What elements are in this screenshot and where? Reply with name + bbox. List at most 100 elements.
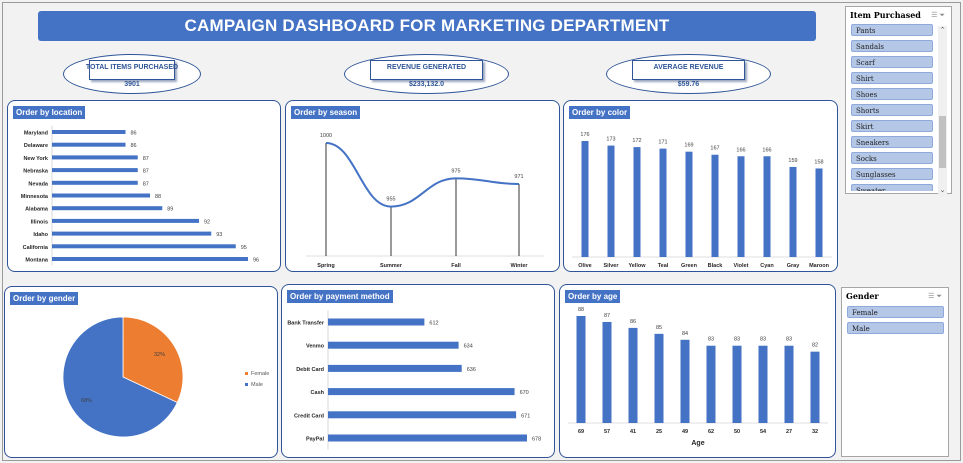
scroll-down-icon[interactable]: ⌄: [939, 187, 946, 194]
category-label: Nevada: [28, 181, 49, 187]
bar: [602, 321, 612, 423]
data-label: 634: [464, 344, 473, 350]
slicer-option[interactable]: Pants: [851, 24, 933, 36]
category-label: Violet: [734, 263, 749, 269]
category-label: Venmo: [306, 344, 325, 350]
slicer-filter-icons[interactable]: ☰ ⏷: [928, 293, 942, 300]
kpi-value: 3901: [124, 81, 140, 88]
slicer-option[interactable]: Female: [847, 306, 944, 318]
data-label: 167: [710, 146, 719, 152]
slicer-option[interactable]: Male: [847, 322, 944, 334]
kpi-label-box: [632, 60, 745, 80]
data-label: 612: [429, 321, 438, 327]
kpi-label-box: [89, 60, 175, 80]
slice-label: 68%: [81, 398, 92, 404]
bar: [328, 411, 517, 419]
panel-title: Order by gender: [10, 292, 79, 305]
bar: [685, 151, 693, 257]
data-label: 172: [632, 138, 641, 144]
data-label: 82: [812, 343, 818, 349]
kpi-label-box: [370, 60, 483, 80]
category-label: 41: [630, 429, 636, 435]
payment-bar-chart: Bank Transfer 612 Venmo 634 Debit Card 636 Cas…: [287, 310, 541, 450]
location-bar-chart: Maryland 86 Delaware 86 New York 87 Nebraska 87…: [21, 125, 259, 266]
slicer-option[interactable]: Socks: [851, 152, 933, 164]
category-label: 62: [708, 429, 714, 435]
panel-order-by-age: Order by age 88 69 87 57 86 41 85 25 84 49 83 62 83 5…: [559, 284, 836, 458]
slicer-option[interactable]: Shorts: [851, 104, 933, 116]
category-label: 27: [786, 429, 792, 435]
kpi-value: $233,132.0: [408, 81, 445, 88]
panel-order-by-location: Order by location Maryland 86 Delaware 86 Ne…: [7, 100, 281, 272]
category-label: Silver: [604, 263, 620, 269]
category-label: Green: [681, 263, 698, 269]
category-label: Minnesota: [21, 194, 49, 200]
data-label: 84: [682, 331, 688, 337]
bar: [659, 148, 667, 257]
data-label: 158: [814, 159, 823, 165]
slicer-option[interactable]: Shirt: [851, 72, 933, 84]
kpi-label: TOTAL ITEMS PURCHASED: [85, 64, 179, 71]
category-label: 49: [682, 429, 688, 435]
slicer-option[interactable]: Skirt: [851, 120, 933, 132]
data-label: 87: [604, 313, 610, 319]
data-label: 83: [734, 337, 740, 343]
data-label: 86: [131, 131, 137, 137]
bar: [711, 154, 719, 257]
category-label: Montana: [25, 258, 49, 264]
category-label: New York: [23, 156, 48, 162]
category-label: 32: [812, 429, 818, 435]
slicer-filter-icons[interactable]: ☰ ⏷: [931, 12, 945, 19]
data-label: 971: [514, 174, 523, 180]
bar: [52, 193, 150, 198]
data-label: 159: [788, 158, 797, 164]
legend-swatch: [245, 383, 248, 386]
category-label: Fall: [451, 263, 461, 269]
slicer-item-purchased[interactable]: Item Purchased ☰ ⏷ Pants Sandals Scarf Shir…: [845, 6, 952, 196]
scroll-up-icon[interactable]: ⌃: [939, 27, 946, 34]
scroll-thumb[interactable]: [939, 116, 946, 168]
slicer-option[interactable]: Sandals: [851, 40, 933, 52]
kpi-average-revenue: AVERAGE REVENUE $59.76: [606, 54, 771, 94]
category-label: Nebraska: [23, 169, 49, 175]
category-label: Alabama: [25, 207, 49, 213]
legend-swatch: [245, 372, 248, 375]
category-label: 54: [760, 429, 767, 435]
data-label: 176: [580, 132, 589, 138]
kpi-total-items: TOTAL ITEMS PURCHASED 3901: [63, 54, 201, 94]
age-bar-chart: 88 69 87 57 86 41 85 25 84 49 83 62 83 50 83 54 83 27 82 32…: [568, 307, 828, 447]
kpi-value: $59.76: [677, 81, 700, 88]
slicer-scrollbar[interactable]: ⌃ ⌄: [938, 26, 947, 196]
bar: [654, 333, 664, 423]
bar: [737, 156, 745, 257]
bar: [784, 345, 794, 423]
slice-label: 32%: [154, 352, 165, 358]
data-label: 88: [155, 194, 161, 200]
kpi-revenue: REVENUE GENERATED $233,132.0: [344, 54, 509, 94]
data-label: 166: [736, 147, 745, 153]
data-label: 86: [131, 143, 137, 149]
slicer-option[interactable]: Sunglasses: [851, 168, 933, 180]
bar: [328, 341, 459, 349]
panel-order-by-gender: Order by gender 32% Female 68% Male: [4, 286, 278, 458]
x-axis-title: Age: [691, 440, 704, 447]
bar: [576, 316, 586, 423]
slicer-option[interactable]: Scarf: [851, 56, 933, 68]
bar: [52, 168, 138, 173]
panel-order-by-payment: Order by payment method Bank Transfer 612…: [281, 284, 555, 458]
bar: [706, 345, 716, 423]
bar: [328, 318, 425, 326]
data-label: 975: [451, 168, 460, 174]
data-label: 88: [578, 307, 584, 313]
slicer-option[interactable]: Shoes: [851, 88, 933, 100]
panel-title: Order by color: [569, 106, 631, 119]
bar: [581, 141, 589, 257]
slicer-option[interactable]: Sweater: [851, 184, 933, 191]
season-line-chart: Spring 1000 Summer 955 Fall 975 Winter 971: [306, 133, 544, 269]
bar: [680, 339, 690, 423]
slicer-option[interactable]: Sneakers: [851, 136, 933, 148]
category-label: Maryland: [24, 131, 48, 137]
slicer-gender[interactable]: Gender ☰ ⏷ Female Male: [841, 287, 949, 457]
pie-slice: [122, 316, 184, 404]
data-label: 166: [762, 147, 771, 153]
